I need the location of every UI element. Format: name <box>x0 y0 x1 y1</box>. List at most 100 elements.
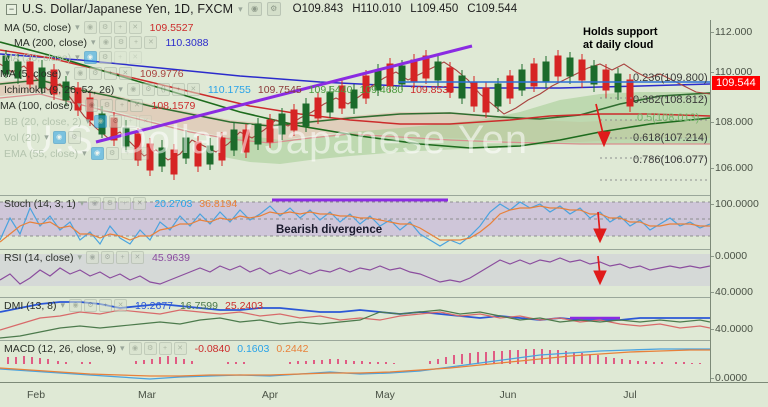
close-icon[interactable]: ✕ <box>139 115 153 128</box>
indicator-ema-55[interactable]: EMA (55, close) ▾ ◉ ⚙ + ✕ <box>4 147 149 160</box>
eye-icon[interactable]: ◉ <box>90 147 104 160</box>
chevron-down-icon[interactable]: ▾ <box>65 68 70 78</box>
price-axis[interactable]: 112.000 110.000 108.000 106.000 109.544 … <box>710 20 768 384</box>
indicator-bb[interactable]: BB (20, close, 2) ▾ ◉ ⚙ + ✕ <box>4 115 153 128</box>
chevron-down-icon[interactable]: ▾ <box>238 3 243 14</box>
close-icon[interactable]: ✕ <box>173 342 187 355</box>
gear-icon[interactable]: ⚙ <box>114 36 128 49</box>
indicator-macd-buttons[interactable]: ◉ ⚙ + ✕ <box>128 342 187 355</box>
eye-icon[interactable]: ◉ <box>83 21 97 34</box>
indicator-ma-20[interactable]: MA (20, close) ▾ ◉ ⚙ + ✕ <box>4 51 142 64</box>
close-icon[interactable]: ✕ <box>118 67 132 80</box>
indicator-dmi-buttons[interactable]: ◉ ⚙ + ✕ <box>69 299 128 312</box>
indicator-stoch-buttons[interactable]: ◉ ⚙ + ✕ <box>88 197 147 210</box>
add-icon[interactable]: + <box>103 67 117 80</box>
add-icon[interactable]: + <box>113 51 127 64</box>
indicator-ma-50[interactable]: MA (50, close) ▾ ◉ ⚙ + ✕ 109.5527 <box>4 21 193 34</box>
eye-icon[interactable]: ◉ <box>73 67 87 80</box>
indicator-ma-200[interactable]: MA (200, close) ▾ ◉ ⚙ + ✕ 110.3088 <box>14 36 209 49</box>
collapse-icon[interactable]: − <box>6 3 17 15</box>
eye-icon[interactable]: ◉ <box>88 197 102 210</box>
gear-icon[interactable]: ⚙ <box>100 251 114 264</box>
eye-icon[interactable]: ◉ <box>69 299 83 312</box>
gear-icon[interactable]: ⚙ <box>98 21 112 34</box>
chevron-down-icon[interactable]: ▾ <box>120 343 125 353</box>
add-icon[interactable]: + <box>115 251 129 264</box>
eye-icon[interactable]: ◉ <box>52 131 66 144</box>
bracket-icon[interactable]: () <box>156 83 170 96</box>
chevron-down-icon[interactable]: ▾ <box>82 148 87 158</box>
gear-icon[interactable]: ⚙ <box>266 2 281 16</box>
indicator-rsi-buttons[interactable]: ◉ ⚙ + ✕ <box>85 251 144 264</box>
gear-icon[interactable]: ⚙ <box>67 131 81 144</box>
eye-icon[interactable]: ◉ <box>85 251 99 264</box>
add-icon[interactable]: + <box>171 83 185 96</box>
gear-icon[interactable]: ⚙ <box>100 99 114 112</box>
gear-icon[interactable]: ⚙ <box>103 197 117 210</box>
add-icon[interactable]: + <box>113 21 127 34</box>
add-icon[interactable]: + <box>118 197 132 210</box>
symbol-title[interactable]: U.S. Dollar/Japanese Yen, 1D, FXCM <box>22 2 234 16</box>
gear-icon[interactable]: ⚙ <box>98 51 112 64</box>
indicator-stoch[interactable]: Stoch (14, 3, 1) ▾ ◉ ⚙ + ✕ 20.2703 36.81… <box>4 197 237 210</box>
indicator-vol[interactable]: Vol (20) ▾ ◉ ⚙ <box>4 131 81 144</box>
add-icon[interactable]: + <box>115 99 129 112</box>
close-icon[interactable]: ✕ <box>133 197 147 210</box>
close-icon[interactable]: ✕ <box>128 51 142 64</box>
chevron-down-icon[interactable]: ▾ <box>85 116 91 126</box>
chevron-down-icon[interactable]: ▾ <box>76 100 82 110</box>
chevron-down-icon[interactable]: ▾ <box>60 300 66 310</box>
gear-icon[interactable]: ⚙ <box>109 115 123 128</box>
close-icon[interactable]: ✕ <box>130 251 144 264</box>
close-icon[interactable]: ✕ <box>128 21 142 34</box>
indicator-bb-buttons[interactable]: ◉ ⚙ + ✕ <box>94 115 153 128</box>
indicator-vol-buttons[interactable]: ◉ ⚙ <box>52 131 81 144</box>
chevron-down-icon[interactable]: ▾ <box>90 37 96 47</box>
chevron-down-icon[interactable]: ▾ <box>79 198 85 208</box>
close-icon[interactable]: ✕ <box>114 299 128 312</box>
eye-icon[interactable]: ◉ <box>83 51 97 64</box>
add-icon[interactable]: + <box>99 299 113 312</box>
add-icon[interactable]: + <box>120 147 134 160</box>
eye-icon[interactable]: ◉ <box>94 115 108 128</box>
chevron-down-icon[interactable]: ▾ <box>77 252 82 262</box>
indicator-ma-200-buttons[interactable]: ◉ ⚙ + ✕ <box>99 36 158 49</box>
add-icon[interactable]: + <box>124 115 138 128</box>
gear-icon[interactable]: ⚙ <box>141 83 155 96</box>
stochastic-pane[interactable]: Stoch (14, 3, 1) ▾ ◉ ⚙ + ✕ 20.2703 36.81… <box>0 196 710 249</box>
add-icon[interactable]: + <box>158 342 172 355</box>
eye-icon[interactable]: ◉ <box>247 2 262 16</box>
close-icon[interactable]: ✕ <box>144 36 158 49</box>
eye-icon[interactable]: ◉ <box>99 36 113 49</box>
eye-icon[interactable]: ◉ <box>126 83 140 96</box>
indicator-dmi[interactable]: DMI (13, 8) ▾ ◉ ⚙ + ✕ 19.2677 16.7599 25… <box>4 299 263 312</box>
indicator-ichimoku[interactable]: Ichimoku (9, 26, 52, 26) ▾ ◉ ⚙ () + ✕ 11… <box>4 83 454 96</box>
indicator-macd[interactable]: MACD (12, 26, close, 9) ▾ ◉ ⚙ + ✕ -0.084… <box>4 342 308 355</box>
gear-icon[interactable]: ⚙ <box>143 342 157 355</box>
chevron-down-icon[interactable]: ▾ <box>75 52 80 62</box>
gear-icon[interactable]: ⚙ <box>105 147 119 160</box>
gear-icon[interactable]: ⚙ <box>88 67 102 80</box>
chevron-down-icon[interactable]: ▾ <box>44 132 49 142</box>
eye-icon[interactable]: ◉ <box>128 342 142 355</box>
chevron-down-icon[interactable]: ▾ <box>75 22 80 32</box>
dmi-pane[interactable]: DMI (13, 8) ▾ ◉ ⚙ + ✕ 19.2677 16.7599 25… <box>0 298 710 340</box>
close-icon[interactable]: ✕ <box>130 99 144 112</box>
rsi-pane[interactable]: RSI (14, close) ▾ ◉ ⚙ + ✕ 45.9639 <box>0 250 710 297</box>
indicator-ma-100[interactable]: MA (100, close) ▾ ◉ ⚙ + ✕ 108.1579 <box>0 99 195 112</box>
indicator-ema-55-buttons[interactable]: ◉ ⚙ + ✕ <box>90 147 149 160</box>
macd-pane[interactable]: MACD (12, 26, close, 9) ▾ ◉ ⚙ + ✕ -0.084… <box>0 341 710 382</box>
indicator-ichimoku-buttons[interactable]: ◉ ⚙ () + ✕ <box>126 83 200 96</box>
gear-icon[interactable]: ⚙ <box>84 299 98 312</box>
indicator-ma-20-buttons[interactable]: ◉ ⚙ + ✕ <box>83 51 142 64</box>
eye-icon[interactable]: ◉ <box>85 99 99 112</box>
close-icon[interactable]: ✕ <box>186 83 200 96</box>
indicator-ma-5[interactable]: MA (5, close) ▾ ◉ ⚙ + ✕ 109.9776 <box>0 67 184 80</box>
indicator-ma-100-buttons[interactable]: ◉ ⚙ + ✕ <box>85 99 144 112</box>
indicator-ma-5-buttons[interactable]: ◉ ⚙ + ✕ <box>73 67 132 80</box>
time-axis[interactable]: Feb Mar Apr May Jun Jul <box>0 382 768 407</box>
indicator-ma-50-buttons[interactable]: ◉ ⚙ + ✕ <box>83 21 142 34</box>
chevron-down-icon[interactable]: ▾ <box>118 84 123 94</box>
indicator-rsi[interactable]: RSI (14, close) ▾ ◉ ⚙ + ✕ 45.9639 <box>4 251 190 264</box>
price-pane[interactable]: MA (50, close) ▾ ◉ ⚙ + ✕ 109.5527 MA (20… <box>0 20 710 195</box>
